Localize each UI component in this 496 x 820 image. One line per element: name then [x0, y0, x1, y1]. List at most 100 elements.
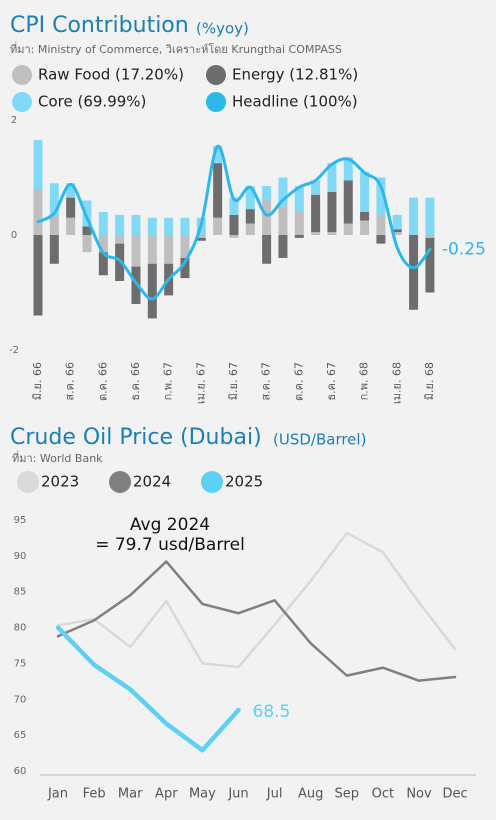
y-tick-label: 0 — [11, 230, 17, 241]
legend-swatch — [206, 65, 226, 85]
bar-segment — [49, 235, 59, 264]
bar-segment — [278, 177, 288, 207]
bar-segment — [294, 186, 304, 212]
bar-segment — [131, 266, 141, 304]
headline-line — [36, 144, 432, 301]
bar-segment — [425, 235, 435, 238]
x-tick-label: ก.พ. 67 — [162, 362, 175, 400]
bar-segment — [49, 214, 59, 235]
chart-subtitle: (USD/Barrel) — [273, 431, 366, 449]
legend-label: 2025 — [225, 473, 263, 491]
legend-swatch — [206, 92, 226, 112]
bar-segment — [98, 212, 108, 235]
x-tick-label: Nov — [406, 787, 432, 802]
bar-segment — [82, 200, 92, 227]
bar-segment — [343, 157, 353, 181]
x-tick-label: ต.ค. 67 — [292, 362, 305, 401]
bar-segment — [213, 145, 223, 164]
bar-segment — [196, 237, 206, 241]
bar-segment — [360, 212, 370, 221]
x-tick-label: Jun — [227, 787, 248, 802]
x-tick-label: Jul — [266, 787, 283, 802]
bar-segment — [245, 223, 255, 235]
legend-label: Energy (12.81%) — [232, 66, 358, 84]
bar-segment — [278, 206, 288, 235]
bar-segment — [278, 235, 288, 258]
legend-swatch — [17, 471, 39, 493]
bar-segment — [115, 235, 125, 244]
bar-segment — [49, 183, 59, 215]
y-tick-label: 70 — [14, 694, 27, 705]
bar-segment — [376, 214, 386, 235]
bar-segment — [425, 237, 435, 293]
bar-segment — [131, 235, 141, 267]
x-tick-label: เม.ย. 68 — [390, 362, 403, 404]
bar-segment — [294, 212, 304, 235]
bar-segment — [98, 252, 108, 276]
legend-label: Core (69.99%) — [38, 93, 146, 111]
bar-segment — [115, 214, 125, 235]
legend-swatch — [109, 471, 131, 493]
chart-title: CPI Contribution — [10, 13, 189, 38]
x-tick-label: Jan — [47, 787, 68, 802]
chart-subtitle: (%yoy) — [196, 20, 249, 38]
bar-segment — [327, 232, 337, 235]
bar-segment — [409, 197, 419, 235]
bar-segment — [311, 180, 321, 195]
bar-segment — [245, 209, 255, 224]
x-tick-label: เม.ย. 67 — [194, 362, 207, 404]
bar-segment — [164, 217, 174, 235]
bar-segment — [98, 235, 108, 253]
bar-segment — [343, 180, 353, 224]
bar-segment — [229, 197, 239, 215]
x-tick-label: มิ.ย. 67 — [227, 362, 240, 400]
bar-segment — [392, 232, 402, 235]
y-tick-label: 95 — [14, 515, 27, 526]
bar-segment — [213, 163, 223, 218]
y-tick-label: 75 — [14, 658, 27, 669]
y-tick-label: 80 — [14, 623, 27, 634]
legend-label: 2023 — [41, 473, 79, 491]
bar-segment — [327, 191, 337, 233]
data-label: -0.25 — [442, 239, 486, 259]
bar-segment — [66, 217, 76, 235]
bar-segment — [360, 171, 370, 212]
y-tick-label: 85 — [14, 587, 27, 598]
bar-segment — [66, 183, 76, 198]
legend-label: Headline (100%) — [232, 93, 358, 111]
x-tick-label: ต.ค. 66 — [96, 362, 109, 401]
price-line — [56, 531, 457, 669]
legend-swatch — [201, 471, 223, 493]
x-tick-label: มิ.ย. 66 — [31, 362, 44, 400]
legend-swatch — [12, 65, 32, 85]
bar-segment — [311, 232, 321, 235]
y-tick-label: 60 — [14, 766, 27, 777]
bar-segment — [147, 263, 157, 319]
source: ที่มา: World Bank — [12, 450, 103, 465]
bar-segment — [131, 214, 141, 235]
annotation: = 79.7 usd/Barrel — [95, 535, 245, 555]
x-tick-label: Oct — [372, 787, 394, 802]
y-tick-label: 90 — [14, 551, 27, 562]
bar-segment — [343, 223, 353, 235]
y-tick-label: 65 — [14, 730, 27, 741]
x-tick-label: Dec — [443, 787, 468, 802]
bar-segment — [180, 217, 190, 235]
bar-segment — [229, 214, 239, 235]
annotation: Avg 2024 — [130, 515, 210, 535]
bar-segment — [360, 220, 370, 235]
bar-segment — [229, 235, 239, 238]
bar-segment — [245, 186, 255, 210]
x-tick-label: Apr — [155, 787, 178, 802]
bar-segment — [147, 235, 157, 264]
bar-segment — [425, 197, 435, 235]
bar-segment — [82, 235, 92, 253]
bar-segment — [180, 235, 190, 258]
bar-segment — [409, 235, 419, 310]
x-tick-label: ธ.ค. 66 — [129, 362, 142, 401]
x-tick-label: ส.ค. 66 — [64, 362, 77, 401]
bar-segment — [180, 258, 190, 279]
bar-segment — [66, 197, 76, 218]
bar-segment — [392, 229, 402, 233]
bar-segment — [376, 235, 386, 244]
